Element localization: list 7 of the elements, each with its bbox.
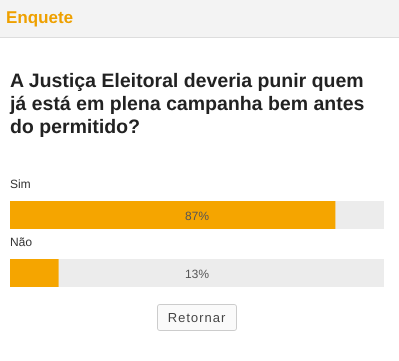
- data-label: 13%: [184, 267, 210, 281]
- y-tick-label: Sim: [10, 177, 31, 191]
- data-label: 87%: [184, 209, 210, 223]
- chart-title: Enquete: [0, 0, 399, 38]
- chart-subtitle: A Justiça Eleitoral deveria punir quem já está em plena campanha bem antes do permitido?: [10, 70, 365, 139]
- return-button: Retornar: [157, 304, 237, 331]
- y-tick-label: Não: [10, 235, 32, 249]
